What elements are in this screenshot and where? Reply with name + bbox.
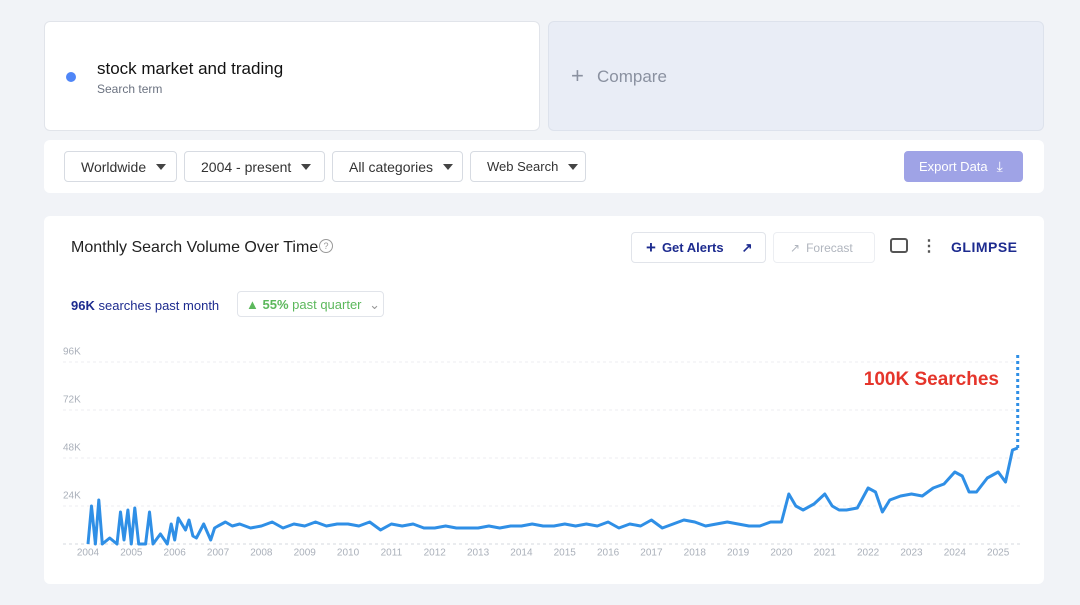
x-tick-label: 2007 bbox=[207, 548, 230, 559]
x-tick-label: 2023 bbox=[900, 548, 923, 559]
y-tick-label: 72K bbox=[63, 395, 81, 406]
past-month: 96K searches past month bbox=[71, 298, 219, 313]
past-month-value: 96K bbox=[71, 298, 95, 313]
x-tick-label: 2025 bbox=[987, 548, 1010, 559]
category-filter[interactable]: All categories bbox=[332, 151, 463, 182]
series-dot bbox=[66, 72, 76, 82]
x-tick-label: 2008 bbox=[250, 548, 273, 559]
export-button[interactable]: Export Data ⤓ bbox=[904, 151, 1023, 182]
past-month-label: searches past month bbox=[98, 298, 220, 313]
x-tick-label: 2016 bbox=[597, 548, 620, 559]
filter-bar: Worldwide 2004 - present All categories … bbox=[44, 140, 1044, 193]
x-tick-label: 2013 bbox=[467, 548, 490, 559]
y-tick-label: 24K bbox=[63, 491, 81, 502]
x-tick-label: 2024 bbox=[944, 548, 967, 559]
x-tick-label: 2019 bbox=[727, 548, 750, 559]
search-term: stock market and trading bbox=[97, 59, 284, 78]
y-tick-label: 48K bbox=[63, 443, 81, 454]
x-tick-label: 2004 bbox=[77, 548, 100, 559]
quarter-change[interactable]: ▲ 55% past quarter ⌄ bbox=[237, 291, 384, 317]
region-label: Worldwide bbox=[81, 158, 147, 175]
open-icon[interactable]: ↗ bbox=[741, 239, 753, 255]
trend-icon: ↗ bbox=[790, 240, 801, 255]
plus-icon: + bbox=[571, 63, 584, 88]
brand-logo: GLIMPSE bbox=[951, 239, 1018, 255]
x-tick-label: 2005 bbox=[120, 548, 143, 559]
compare-card[interactable]: + Compare bbox=[548, 21, 1044, 131]
help-icon[interactable]: ? bbox=[319, 239, 333, 253]
export-label: Export Data bbox=[919, 159, 988, 174]
forecast-label: Forecast bbox=[806, 240, 853, 255]
x-tick-label: 2014 bbox=[510, 548, 533, 559]
more-icon[interactable]: ⋮ bbox=[921, 238, 937, 255]
search-card[interactable]: stock market and trading Search term bbox=[44, 21, 540, 131]
x-tick-label: 2022 bbox=[857, 548, 880, 559]
x-tick-label: 2012 bbox=[424, 548, 447, 559]
quarter-change-value: 55% bbox=[262, 297, 289, 312]
x-tick-label: 2006 bbox=[164, 548, 187, 559]
x-tick-label: 2009 bbox=[294, 548, 317, 559]
x-tick-label: 2017 bbox=[640, 548, 663, 559]
download-icon: ⤓ bbox=[996, 158, 1003, 174]
alerts-label: Get Alerts bbox=[661, 240, 724, 255]
period-filter[interactable]: 2004 - present bbox=[184, 151, 325, 182]
x-tick-label: 2018 bbox=[684, 548, 707, 559]
category-label: All categories bbox=[349, 158, 434, 175]
quarter-change-label: past quarter bbox=[292, 297, 362, 312]
chart-card: Monthly Search Volume Over Time ? + Get A… bbox=[44, 216, 1044, 584]
x-tick-label: 2020 bbox=[770, 548, 793, 559]
x-tick-label: 2021 bbox=[814, 548, 837, 559]
panel-title: Monthly Search Volume Over Time bbox=[71, 239, 319, 256]
x-tick-label: 2011 bbox=[381, 548, 403, 559]
source-filter[interactable]: Web Search bbox=[470, 151, 586, 182]
annotation: 100K Searches bbox=[864, 369, 999, 390]
source-label: Web Search bbox=[487, 159, 559, 174]
chart: 24K 48K 72K 96K 2004 2005 2006 2007 2008 2009 2010… bbox=[63, 347, 1022, 559]
search-subtitle: Search term bbox=[97, 82, 163, 96]
x-tick-label: 2010 bbox=[337, 548, 360, 559]
alerts-button[interactable]: + Get Alerts ↗ bbox=[631, 232, 766, 263]
camera-icon[interactable] bbox=[890, 238, 908, 253]
region-filter[interactable]: Worldwide bbox=[64, 151, 177, 182]
compare-label: Compare bbox=[597, 67, 667, 86]
period-label: 2004 - present bbox=[201, 158, 292, 175]
x-tick-label: 2015 bbox=[554, 548, 577, 559]
plus-icon: + bbox=[646, 237, 656, 257]
forecast-button[interactable]: ↗ Forecast bbox=[773, 232, 875, 263]
search-volume-line bbox=[86, 446, 1019, 546]
y-tick-label: 96K bbox=[63, 347, 81, 358]
